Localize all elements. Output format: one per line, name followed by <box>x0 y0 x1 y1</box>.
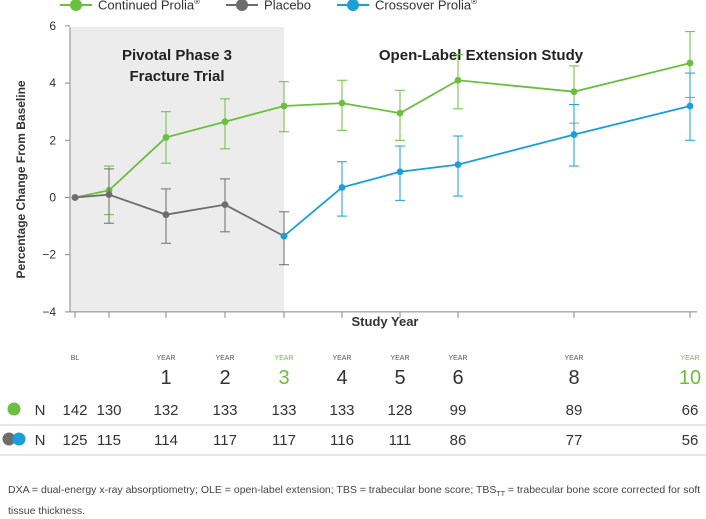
footnote: DXA = dual-energy x-ray absorptiometry; … <box>8 484 701 518</box>
data-point <box>396 109 404 117</box>
n-value: 114 <box>154 432 178 449</box>
x-tick-small-label: YEAR <box>564 355 583 362</box>
series-line <box>74 62 691 199</box>
legend-swatch-placebo <box>226 0 259 11</box>
data-point <box>221 201 229 209</box>
data-point <box>454 76 462 84</box>
data-point <box>221 118 229 126</box>
y-tick-label: 4 <box>49 76 56 90</box>
series-line <box>283 105 691 237</box>
n-value: 99 <box>450 402 467 419</box>
x-tick-small-label: YEAR <box>215 355 234 362</box>
data-point <box>162 211 170 219</box>
axis-layer: −4 −2 0 2 4 6 BL YEAR 1 YEAR 2 YEAR 3 YEAR 4 YEAR 5 YEAR 6… <box>42 19 701 389</box>
phase-label-line2: Fracture Trial <box>129 68 224 85</box>
legend-label-placebo: Placebo <box>264 0 312 13</box>
n-row-label: N <box>35 402 46 419</box>
y-axis-label: Percentage Change From Baseline <box>14 80 28 278</box>
data-point <box>280 232 288 240</box>
series-0 <box>71 31 695 216</box>
chart-legend: Continued Prolia® Placebo Crossover Prol… <box>60 0 477 12</box>
data-point <box>338 184 346 191</box>
legend-item-crossover-prolia: Crossover Prolia® <box>337 0 477 12</box>
n-value: 56 <box>682 432 699 449</box>
y-tick-label: −2 <box>42 248 56 262</box>
y-tick-label: 0 <box>49 191 56 205</box>
data-point <box>105 191 113 199</box>
phase-label-line1: Pivotal Phase 3 <box>122 47 232 64</box>
x-tick-small-label: YEAR <box>274 355 293 362</box>
x-tick-big-label: 4 <box>336 367 347 389</box>
legend-swatch-crossover <box>337 0 370 11</box>
series-layer <box>71 31 695 266</box>
n-value: 115 <box>97 432 121 449</box>
n-row-marker-blue <box>12 432 26 446</box>
x-tick-big-label: 8 <box>568 367 579 389</box>
n-value: 77 <box>566 432 583 449</box>
n-value: 111 <box>389 432 412 449</box>
data-point <box>71 194 79 201</box>
x-tick-big-label: 3 <box>278 367 289 389</box>
n-row-marker-gray <box>2 432 16 446</box>
series-2 <box>280 72 695 240</box>
n-value: 142 <box>62 402 87 419</box>
data-point <box>570 131 578 138</box>
legend-label-continued: Continued Prolia® <box>98 0 201 13</box>
x-tick-small-label: YEAR <box>680 355 699 362</box>
data-point <box>454 161 462 169</box>
y-tick-label: 2 <box>49 133 56 147</box>
legend-item-continued-prolia: Continued Prolia® <box>60 0 200 12</box>
data-point <box>338 99 346 107</box>
n-row-label: N <box>35 432 46 449</box>
n-value: 89 <box>566 402 583 419</box>
n-value: 66 <box>682 402 699 419</box>
x-tick-big-label: 1 <box>160 367 171 389</box>
data-point <box>686 102 694 110</box>
x-tick-small-label: YEAR <box>448 355 467 362</box>
legend-item-placebo: Placebo <box>226 0 311 12</box>
n-value: 133 <box>271 402 296 419</box>
n-value: 132 <box>153 402 178 419</box>
x-tick-small-label: BL <box>71 355 80 362</box>
n-row-marker-green <box>7 402 21 416</box>
x-tick-small-label: YEAR <box>156 355 175 362</box>
data-point <box>570 88 578 96</box>
data-point <box>686 59 694 67</box>
n-value: 116 <box>330 432 354 449</box>
ole-label: Open-Label Extension Study <box>379 47 584 64</box>
data-point <box>280 102 288 110</box>
x-tick-big-label: 5 <box>394 367 405 389</box>
n-rows: N 142 130 132 133 133 133 128 99 89 66 N 125 115 114 11… <box>0 402 706 456</box>
x-tick-big-label: 2 <box>219 367 230 389</box>
x-tick-big-label: 10 <box>679 367 701 389</box>
pivotal-phase-band <box>70 27 284 312</box>
x-axis-label: Study Year <box>352 314 419 329</box>
n-value: 130 <box>96 402 121 419</box>
data-point <box>396 168 404 176</box>
series-1 <box>71 168 289 266</box>
legend-label-crossover: Crossover Prolia® <box>375 0 478 13</box>
y-tick-label: 6 <box>49 19 56 33</box>
n-value: 86 <box>450 432 467 449</box>
n-value: 117 <box>213 432 237 449</box>
n-value: 133 <box>329 402 354 419</box>
chart-canvas: −4 −2 0 2 4 6 BL YEAR 1 YEAR 2 YEAR 3 YEAR 4 YEAR 5 YEAR 6… <box>0 19 706 456</box>
legend-swatch-continued <box>60 0 92 11</box>
x-tick-small-label: YEAR <box>390 355 409 362</box>
n-value: 117 <box>272 432 296 449</box>
n-value: 128 <box>387 402 412 419</box>
n-value: 125 <box>62 432 87 449</box>
y-tick-label: −4 <box>42 305 56 319</box>
data-point <box>162 134 170 141</box>
x-tick-big-label: 6 <box>452 367 463 389</box>
x-tick-small-label: YEAR <box>332 355 351 362</box>
n-value: 133 <box>212 402 237 419</box>
